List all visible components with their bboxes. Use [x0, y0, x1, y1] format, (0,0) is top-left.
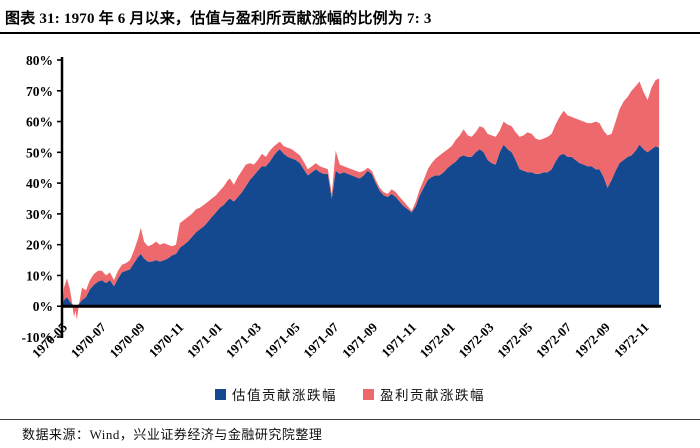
y-tick-label: 0%: [33, 299, 53, 314]
earnings-area: [62, 78, 660, 321]
x-tick-label: 1972-09: [572, 319, 614, 361]
x-tick-label: 1971-09: [339, 319, 381, 361]
x-tick-label: 1972-07: [533, 319, 575, 361]
figure-title: 图表 31: 1970 年 6 月以来，估值与盈利所贡献涨幅的比例为 7: 3: [5, 11, 432, 27]
y-tick-label: 30%: [26, 207, 53, 222]
x-tick-label: 1971-01: [184, 320, 225, 361]
legend-item-earnings: 盈利贡献涨跌幅: [363, 384, 485, 404]
x-tick-label: 1970-09: [106, 319, 148, 361]
valuation-area: [62, 144, 660, 307]
x-tick-label: 1971-07: [300, 319, 342, 361]
data-source-note: 数据来源：Wind，兴业证券经济与金融研究院整理: [22, 427, 323, 442]
x-tick-label: 1972-03: [455, 319, 497, 361]
footer-divider: [0, 419, 700, 420]
chart-legend: 估值贡献涨跌幅 盈利贡献涨跌幅: [0, 384, 700, 404]
x-tick-label: 1972-11: [611, 320, 652, 361]
y-tick-label: 40%: [26, 176, 53, 191]
x-tick-label: 1971-11: [378, 320, 419, 361]
x-tick-label: 1971-03: [223, 319, 265, 361]
legend-label-valuation: 估值贡献涨跌幅: [232, 388, 337, 403]
y-tick-label: -10%: [22, 330, 54, 345]
x-tick-label: 1971-05: [261, 319, 303, 361]
title-divider: [0, 32, 700, 35]
y-tick-label: 20%: [26, 238, 53, 253]
x-tick-label: 1970-11: [146, 320, 187, 361]
x-tick-label: 1970-07: [68, 319, 110, 361]
valuation-swatch-icon: [215, 388, 226, 400]
y-tick-label: 10%: [26, 268, 53, 283]
earnings-swatch-icon: [363, 388, 374, 400]
y-tick-label: 60%: [26, 115, 53, 130]
x-tick-label: 1972-05: [494, 319, 536, 361]
legend-item-valuation: 估值贡献涨跌幅: [215, 384, 337, 404]
x-tick-label: 1972-01: [417, 320, 458, 361]
y-tick-label: 50%: [26, 145, 53, 160]
y-tick-label: 80%: [26, 53, 53, 68]
legend-label-earnings: 盈利贡献涨跌幅: [380, 388, 485, 403]
y-tick-label: 70%: [26, 84, 53, 99]
